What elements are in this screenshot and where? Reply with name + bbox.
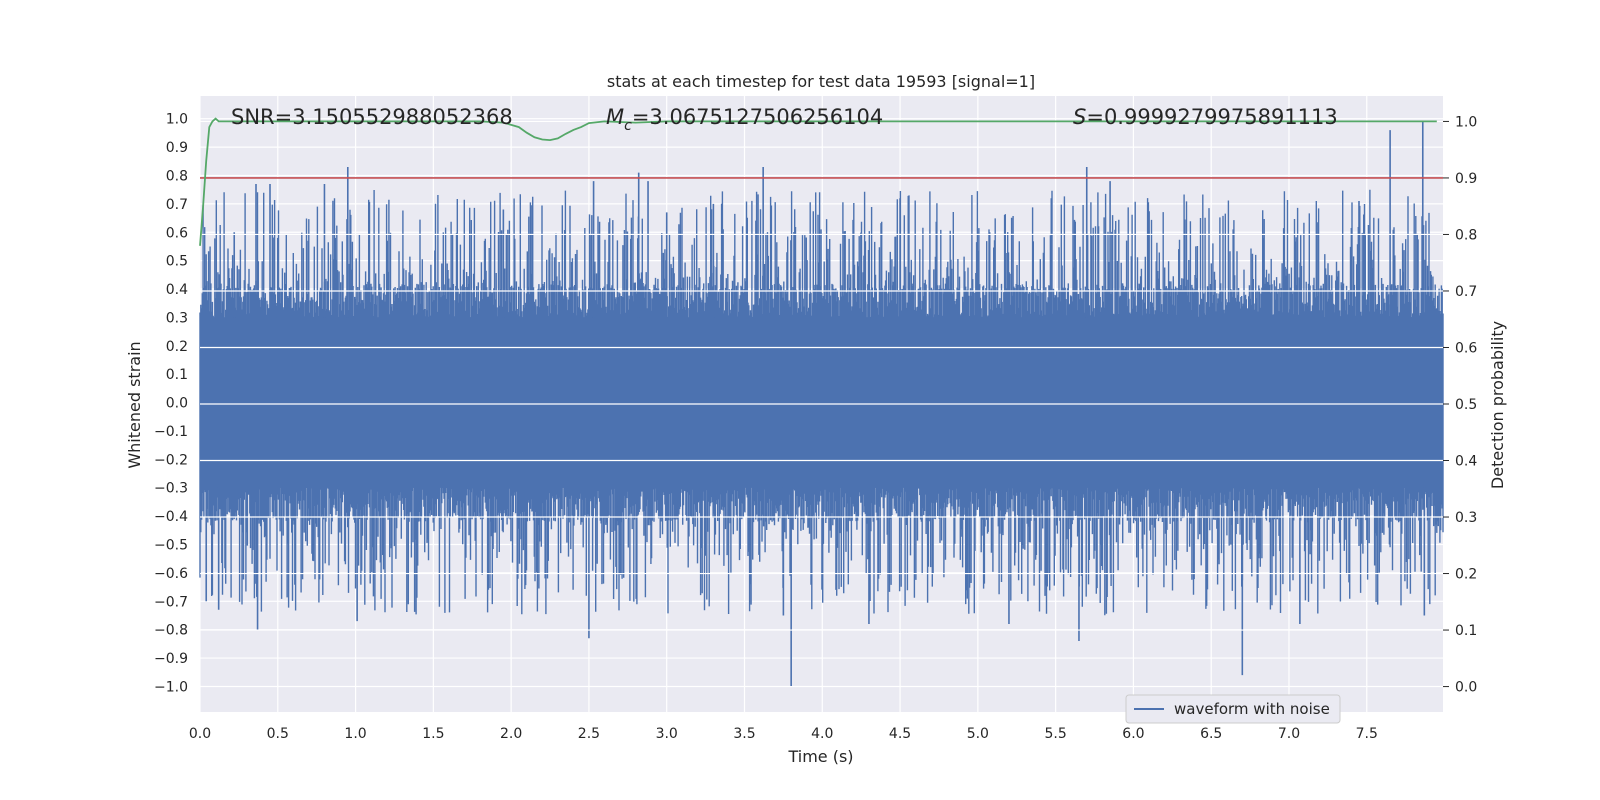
y-axis-ticks: 1.0 0.9 0.8 0.7 0.6 0.5 0.4 0.3 0.2 0.1 0.0 −0.1 −0.… bbox=[154, 112, 188, 696]
x-tick-label: 2.0 bbox=[500, 726, 522, 742]
chart-title: stats at each timestep for test data 195… bbox=[607, 72, 1035, 91]
x-tick-label: 0.5 bbox=[267, 726, 289, 742]
y-axis-label: Whitened strain bbox=[125, 341, 144, 468]
y-tick-label: −0.6 bbox=[154, 566, 188, 582]
y2-tick-label: 0.7 bbox=[1455, 284, 1477, 300]
x-axis-ticks: 0.0 0.5 1.0 1.5 2.0 2.5 3.0 3.5 4.0 4.5 5.0 5.5 6.0 6… bbox=[189, 726, 1378, 742]
y2-tick-label: 0.6 bbox=[1455, 340, 1477, 356]
x-tick-label: 1.5 bbox=[422, 726, 444, 742]
x-tick-label: 3.0 bbox=[656, 726, 678, 742]
y2-tick-label: 0.0 bbox=[1455, 680, 1477, 696]
x-tick-label: 5.5 bbox=[1044, 726, 1066, 742]
y-tick-label: 0.7 bbox=[166, 197, 188, 213]
x-tick-label: 6.5 bbox=[1200, 726, 1222, 742]
x-tick-label: 1.0 bbox=[344, 726, 366, 742]
x-tick-label: 7.5 bbox=[1356, 726, 1378, 742]
x-tick-label: 2.5 bbox=[578, 726, 600, 742]
detection-probability-line bbox=[199, 117, 1437, 246]
y-tick-label: 0.5 bbox=[166, 254, 188, 270]
y2-axis-ticks: 1.0 0.9 0.8 0.7 0.6 0.5 0.4 0.3 0.2 0.1 0.0 bbox=[1443, 114, 1477, 696]
y2-tick-label: 0.9 bbox=[1455, 171, 1477, 187]
y-tick-label: 0.4 bbox=[166, 282, 188, 298]
snr-annotation: SNR=3.150552988052368 bbox=[231, 105, 513, 129]
y2-tick-label: 0.5 bbox=[1455, 397, 1477, 413]
chirp-mass-subscript: c bbox=[624, 118, 632, 134]
y-tick-label: −0.8 bbox=[154, 623, 188, 639]
y-tick-label: −0.9 bbox=[154, 651, 188, 667]
y-tick-label: −0.5 bbox=[154, 538, 188, 554]
y-tick-label: 0.3 bbox=[166, 310, 188, 326]
chirp-mass-annotation: Mc=3.0675127506256104 bbox=[606, 105, 883, 134]
y-tick-label: 0.1 bbox=[166, 367, 188, 383]
y-tick-label: −0.1 bbox=[154, 424, 188, 440]
detection-probability-series bbox=[199, 117, 1437, 246]
waveform-band bbox=[200, 317, 1443, 488]
chirp-mass-value: =3.0675127506256104 bbox=[632, 105, 883, 129]
y-tick-label: 0.6 bbox=[166, 225, 188, 241]
y-tick-label: 0.8 bbox=[166, 168, 188, 184]
y2-tick-label: 0.2 bbox=[1455, 567, 1477, 583]
x-tick-label: 0.0 bbox=[189, 726, 211, 742]
legend-label: waveform with noise bbox=[1174, 700, 1330, 718]
y-tick-label: 0.9 bbox=[166, 140, 188, 156]
x-tick-label: 7.0 bbox=[1278, 726, 1300, 742]
y2-tick-label: 0.1 bbox=[1455, 623, 1477, 639]
legend: waveform with noise bbox=[1125, 694, 1341, 724]
x-tick-label: 6.0 bbox=[1122, 726, 1144, 742]
y-tick-label: 0.0 bbox=[166, 396, 188, 412]
x-tick-label: 4.5 bbox=[889, 726, 911, 742]
score-annotation: S=0.9999279975891113 bbox=[1073, 105, 1338, 129]
chirp-mass-symbol: M bbox=[606, 105, 624, 129]
y2-tick-label: 0.3 bbox=[1455, 510, 1477, 526]
x-axis-label: Time (s) bbox=[787, 747, 853, 766]
y-tick-label: −0.7 bbox=[154, 594, 188, 610]
score-value: =0.9999279975891113 bbox=[1086, 105, 1337, 129]
legend-box bbox=[1125, 694, 1341, 724]
x-tick-label: 4.0 bbox=[811, 726, 833, 742]
y-tick-label: −0.4 bbox=[154, 509, 188, 525]
x-tick-label: 3.5 bbox=[733, 726, 755, 742]
x-tick-label: 5.0 bbox=[967, 726, 989, 742]
score-symbol: S bbox=[1073, 105, 1086, 129]
y2-tick-label: 0.8 bbox=[1455, 227, 1477, 243]
y-tick-label: −1.0 bbox=[154, 679, 188, 695]
waveform-series bbox=[199, 121, 1444, 687]
y2-tick-label: 1.0 bbox=[1455, 114, 1477, 130]
y2-axis-label: Detection probability bbox=[1488, 321, 1507, 489]
y2-tick-label: 0.4 bbox=[1455, 454, 1477, 470]
y-tick-label: 1.0 bbox=[166, 112, 188, 128]
y-tick-label: −0.3 bbox=[154, 481, 188, 497]
y-tick-label: −0.2 bbox=[154, 452, 188, 468]
y-tick-label: 0.2 bbox=[166, 339, 188, 355]
